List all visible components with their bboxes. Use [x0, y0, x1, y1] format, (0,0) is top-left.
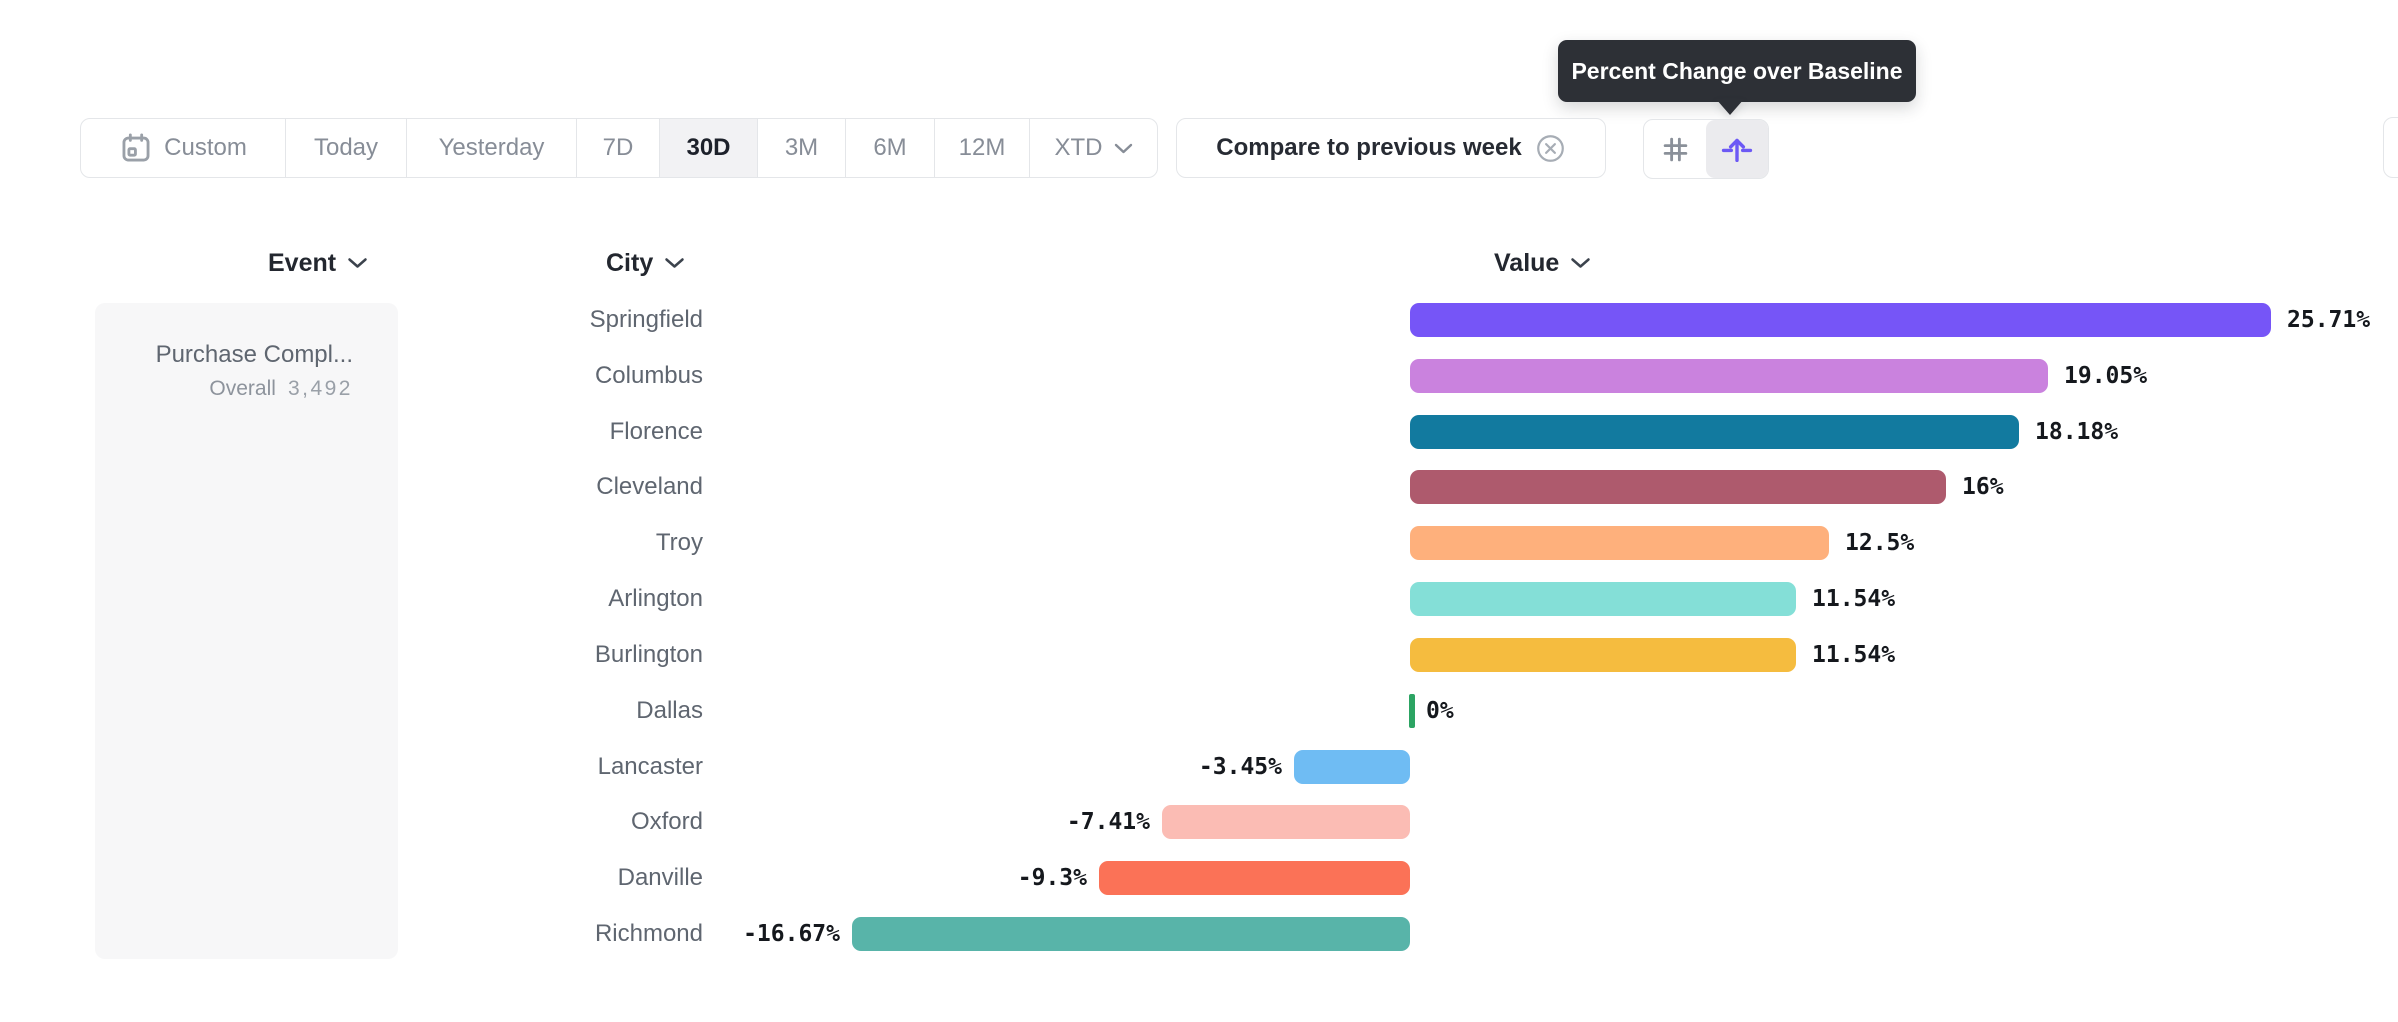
bar[interactable] [1410, 415, 2019, 449]
value-label: 19.05% [2064, 363, 2148, 389]
bar[interactable] [852, 917, 1410, 951]
date-preset-label: XTD [1054, 134, 1103, 161]
bar[interactable] [1410, 470, 1946, 504]
column-header-event[interactable]: Event [268, 247, 368, 279]
column-header-label: Event [268, 248, 337, 277]
date-preset-label: Yesterday [438, 134, 545, 161]
tooltip-percent-change-over-baseline: Percent Change over Baseline [1558, 40, 1916, 102]
bar[interactable] [1410, 359, 2048, 393]
date-range-segmented-control: Custom Today Yesterday 7D 30D 3M 6M 12M … [80, 118, 1158, 178]
date-preset-7d[interactable]: 7D [576, 119, 659, 177]
category-label[interactable]: Danville [617, 864, 703, 891]
date-preset-12m[interactable]: 12M [934, 119, 1029, 177]
chevron-down-icon [664, 257, 685, 269]
bar[interactable] [1410, 582, 1796, 616]
column-header-label: Value [1494, 248, 1560, 277]
category-label[interactable]: Lancaster [597, 753, 703, 780]
category-label[interactable]: Troy [655, 529, 703, 556]
bar[interactable] [1410, 526, 1829, 560]
percent-change-baseline-icon [1720, 132, 1754, 166]
clipped-edge-button[interactable] [2383, 117, 2398, 178]
date-preset-custom[interactable]: Custom [81, 119, 285, 177]
baseline-view-button[interactable] [1706, 120, 1768, 178]
remove-compare-icon[interactable] [1535, 133, 1566, 164]
date-preset-xtd[interactable]: XTD [1029, 119, 1157, 177]
bar[interactable] [1410, 638, 1796, 672]
value-label: -16.67% [743, 921, 840, 947]
category-label[interactable]: Oxford [630, 808, 703, 835]
category-label[interactable]: Richmond [594, 920, 703, 947]
date-preset-label: 12M [958, 134, 1006, 161]
event-item-purchase-completed[interactable]: Purchase Compl... Overall 3,492 [107, 339, 353, 403]
chevron-down-icon [1114, 143, 1133, 154]
category-label[interactable]: Arlington [608, 585, 703, 612]
value-label: -9.3% [1017, 865, 1087, 891]
value-label: 16% [1962, 474, 2004, 500]
value-label: 11.54% [1812, 586, 1896, 612]
chevron-down-icon [347, 257, 368, 269]
event-overall-label: Overall [209, 377, 276, 400]
tooltip-arrow [1716, 99, 1744, 115]
value-label: -3.45% [1198, 754, 1282, 780]
bar[interactable] [1162, 805, 1410, 839]
bar[interactable] [1409, 694, 1415, 728]
calendar-icon [119, 131, 153, 165]
value-label: 11.54% [1812, 642, 1896, 668]
date-preset-label: 30D [686, 134, 731, 161]
column-header-label: City [606, 248, 654, 277]
date-preset-today[interactable]: Today [285, 119, 406, 177]
date-preset-6m[interactable]: 6M [845, 119, 934, 177]
category-label[interactable]: Columbus [594, 362, 703, 389]
event-panel: Purchase Compl... Overall 3,492 [95, 303, 398, 959]
event-overall-row: Overall 3,492 [107, 375, 353, 403]
date-preset-label: Today [313, 134, 379, 161]
bar[interactable] [1294, 750, 1410, 784]
value-label: 0% [1426, 698, 1454, 724]
compare-chip[interactable]: Compare to previous week [1176, 118, 1606, 178]
date-preset-3m[interactable]: 3M [757, 119, 845, 177]
date-preset-yesterday[interactable]: Yesterday [406, 119, 576, 177]
date-preset-label: Custom [164, 134, 247, 161]
category-label[interactable]: Florence [609, 418, 703, 445]
grid-view-button[interactable] [1644, 120, 1706, 178]
bar[interactable] [1099, 861, 1410, 895]
category-label[interactable]: Burlington [594, 641, 703, 668]
value-label: 18.18% [2035, 419, 2119, 445]
value-label: -7.41% [1066, 809, 1150, 835]
column-header-city[interactable]: City [606, 247, 685, 279]
category-label[interactable]: Springfield [589, 306, 703, 333]
grid-icon [1660, 134, 1691, 165]
tooltip-text: Percent Change over Baseline [1571, 57, 1903, 84]
category-label[interactable]: Dallas [636, 697, 703, 724]
value-label: 25.71% [2287, 307, 2371, 333]
bar[interactable] [1410, 303, 2271, 337]
chart-view-toggle [1643, 119, 1769, 179]
column-header-value[interactable]: Value [1494, 247, 1591, 279]
value-label: 12.5% [1845, 530, 1915, 556]
event-overall-value: 3,492 [287, 377, 353, 400]
date-preset-label: 6M [873, 134, 907, 161]
event-title: Purchase Compl... [155, 341, 353, 368]
category-label[interactable]: Cleveland [596, 473, 703, 500]
chevron-down-icon [1570, 257, 1591, 269]
date-preset-30d[interactable]: 30D [659, 119, 757, 177]
date-preset-label: 7D [602, 134, 634, 161]
date-preset-label: 3M [784, 134, 819, 161]
compare-chip-label: Compare to previous week [1216, 134, 1522, 161]
